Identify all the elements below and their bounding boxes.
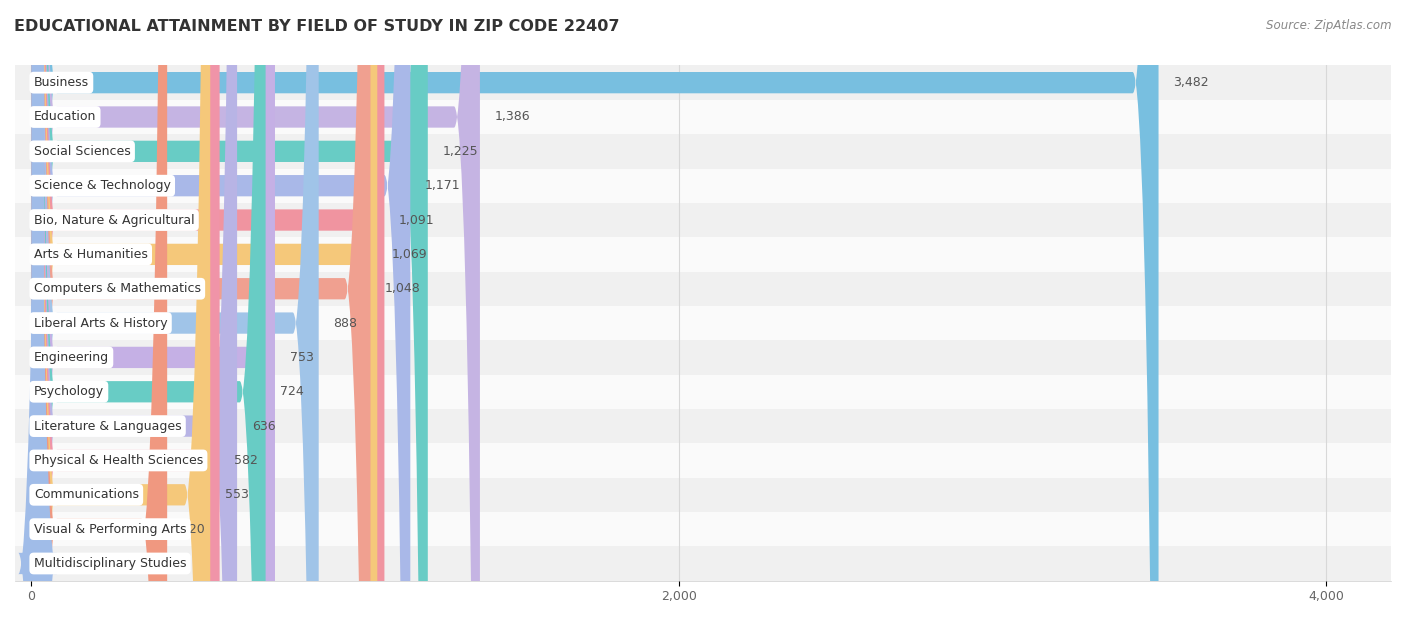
FancyBboxPatch shape [31, 0, 219, 631]
FancyBboxPatch shape [31, 0, 371, 631]
Bar [15, 306, 1391, 340]
Bar [15, 203, 1391, 237]
Text: Physical & Health Sciences: Physical & Health Sciences [34, 454, 202, 467]
Text: 3,482: 3,482 [1173, 76, 1209, 89]
Text: 636: 636 [252, 420, 276, 433]
Text: Business: Business [34, 76, 89, 89]
Text: Literature & Languages: Literature & Languages [34, 420, 181, 433]
Text: 582: 582 [235, 454, 259, 467]
FancyBboxPatch shape [31, 0, 377, 631]
Bar [15, 546, 1391, 581]
FancyBboxPatch shape [31, 0, 1159, 631]
Bar [15, 340, 1391, 375]
Text: Liberal Arts & History: Liberal Arts & History [34, 317, 167, 329]
Text: Source: ZipAtlas.com: Source: ZipAtlas.com [1267, 19, 1392, 32]
Text: 420: 420 [181, 522, 205, 536]
Bar [15, 375, 1391, 409]
Text: Visual & Performing Arts: Visual & Performing Arts [34, 522, 186, 536]
Text: Psychology: Psychology [34, 386, 104, 398]
Text: Multidisciplinary Studies: Multidisciplinary Studies [34, 557, 186, 570]
FancyBboxPatch shape [18, 0, 58, 631]
FancyBboxPatch shape [31, 0, 479, 631]
Text: 724: 724 [280, 386, 304, 398]
Text: 1,386: 1,386 [495, 110, 530, 124]
FancyBboxPatch shape [31, 0, 427, 631]
FancyBboxPatch shape [31, 0, 411, 631]
Text: 1,171: 1,171 [425, 179, 461, 192]
FancyBboxPatch shape [31, 0, 238, 631]
Bar [15, 100, 1391, 134]
Bar [15, 168, 1391, 203]
Text: EDUCATIONAL ATTAINMENT BY FIELD OF STUDY IN ZIP CODE 22407: EDUCATIONAL ATTAINMENT BY FIELD OF STUDY… [14, 19, 620, 34]
Text: Social Sciences: Social Sciences [34, 145, 131, 158]
Bar [15, 512, 1391, 546]
Bar [15, 409, 1391, 443]
FancyBboxPatch shape [31, 0, 384, 631]
Bar [15, 134, 1391, 168]
Text: 40: 40 [59, 557, 75, 570]
Bar [15, 443, 1391, 478]
Text: 753: 753 [290, 351, 314, 364]
Text: 888: 888 [333, 317, 357, 329]
FancyBboxPatch shape [31, 0, 211, 631]
Text: Engineering: Engineering [34, 351, 108, 364]
Bar [15, 66, 1391, 100]
Text: 1,225: 1,225 [443, 145, 478, 158]
Text: Arts & Humanities: Arts & Humanities [34, 248, 148, 261]
Text: Bio, Nature & Agricultural: Bio, Nature & Agricultural [34, 213, 194, 227]
Text: 553: 553 [225, 488, 249, 501]
Bar [15, 271, 1391, 306]
Text: Science & Technology: Science & Technology [34, 179, 170, 192]
FancyBboxPatch shape [31, 0, 276, 631]
Text: Computers & Mathematics: Computers & Mathematics [34, 282, 201, 295]
FancyBboxPatch shape [31, 0, 319, 631]
Text: Communications: Communications [34, 488, 139, 501]
FancyBboxPatch shape [31, 0, 167, 631]
Text: Education: Education [34, 110, 96, 124]
Text: 1,069: 1,069 [392, 248, 427, 261]
Bar [15, 237, 1391, 271]
Bar [15, 478, 1391, 512]
Text: 1,048: 1,048 [385, 282, 420, 295]
FancyBboxPatch shape [31, 0, 266, 631]
Text: 1,091: 1,091 [399, 213, 434, 227]
